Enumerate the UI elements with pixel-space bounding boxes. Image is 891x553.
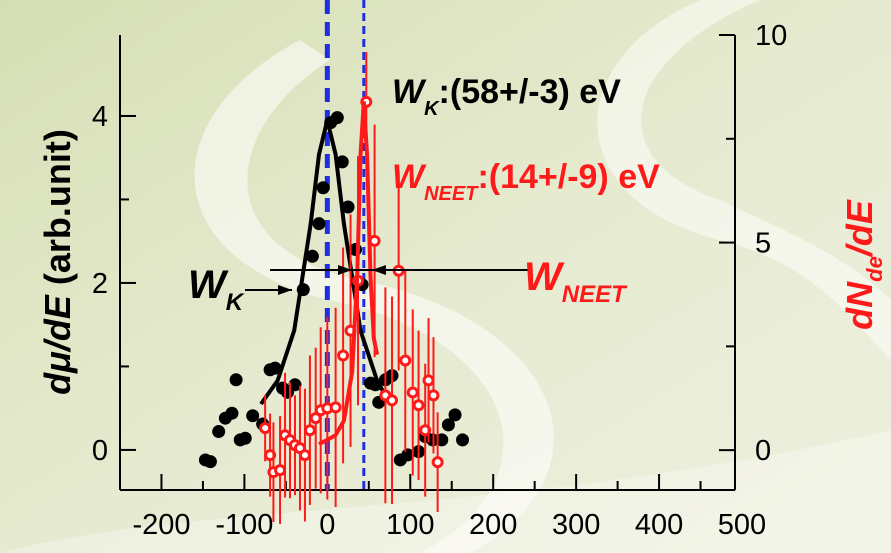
data-point (329, 401, 342, 414)
annotation: WNEET:(14+/-9) eV (392, 158, 660, 205)
data-point (448, 408, 462, 422)
x-tick-label: -100 (215, 509, 273, 541)
annotation: WNEET (524, 255, 628, 308)
data-point (238, 431, 252, 445)
y-tick-label: 4 (92, 101, 108, 133)
x-tick-label: 300 (552, 509, 600, 541)
annotation: WK (188, 263, 245, 316)
background-swoosh (597, 0, 891, 360)
data-point (246, 409, 260, 423)
annotation-subscript: K (424, 98, 440, 120)
data-point (386, 394, 399, 407)
background-swoosh (0, 430, 891, 553)
data-point (274, 464, 287, 477)
data-point (288, 378, 302, 392)
x-tick-label: 200 (469, 509, 517, 541)
data-point (203, 455, 217, 469)
x-tick-label: 0 (319, 509, 335, 541)
y-axis-title-unit: (arb.unit) (37, 129, 78, 295)
data-point (441, 418, 455, 432)
data-point (303, 424, 316, 437)
data-point (431, 456, 444, 469)
y2-tick-label: 5 (755, 228, 771, 260)
data-point (422, 374, 435, 387)
data-point (337, 349, 350, 362)
annotation-text: :(14+/-9) eV (477, 158, 660, 196)
data-point (341, 200, 355, 214)
data-point (419, 424, 432, 437)
fit-curve (259, 119, 388, 406)
data-point (456, 433, 470, 447)
y-tick-label: 0 (92, 435, 108, 467)
annotation-subscript: NEET (562, 281, 628, 308)
data-point (225, 406, 239, 420)
data-point (312, 217, 326, 231)
x-tick-label: -200 (132, 509, 190, 541)
data-point (406, 386, 419, 399)
data-point (412, 399, 425, 412)
data-point (335, 155, 349, 169)
data-point (264, 449, 277, 462)
annotation-subscript: NEET (424, 183, 479, 205)
annotation-text: :(58+/-3) eV (439, 73, 622, 111)
arrow-head (278, 285, 292, 295)
data-point (229, 373, 243, 387)
data-point (259, 422, 272, 435)
y2-tick-label: 10 (755, 20, 787, 52)
y2-axis-title-main: dN (839, 281, 880, 330)
data-point (427, 389, 440, 402)
data-point (330, 111, 344, 125)
annotation: WK:(58+/-3) eV (392, 73, 621, 120)
annotation-symbol: W (188, 263, 229, 307)
data-point (298, 449, 311, 462)
data-point (316, 181, 330, 195)
y-axis-title: dμ/dE (arb.unit) (37, 129, 78, 395)
fit-curve (318, 101, 380, 447)
data-point (268, 361, 282, 375)
annotation-symbol: W (392, 158, 427, 196)
data-point (305, 249, 319, 263)
annotation-symbol: W (392, 73, 427, 111)
data-point (212, 425, 226, 439)
x-tick-label: 500 (718, 509, 766, 541)
y2-axis-title-sub: de (862, 256, 887, 282)
annotation-symbol: W (524, 255, 565, 299)
y2-axis-title-tail: /dE (839, 199, 880, 258)
data-point (399, 354, 412, 367)
y2-tick-label: 0 (755, 435, 771, 467)
y-axis-title-main: dμ/dE (37, 294, 78, 395)
annotation-subscript: K (226, 289, 245, 316)
x-tick-label: 100 (386, 509, 434, 541)
y-tick-label: 2 (92, 268, 108, 300)
x-tick-label: 400 (635, 509, 683, 541)
y2-axis-title: dNde/dE (839, 199, 887, 330)
plot-area: -200 -100 0 100 200 300 400 500 0 2 4 0 5 10 dμ/dE (ar… (37, 0, 887, 541)
